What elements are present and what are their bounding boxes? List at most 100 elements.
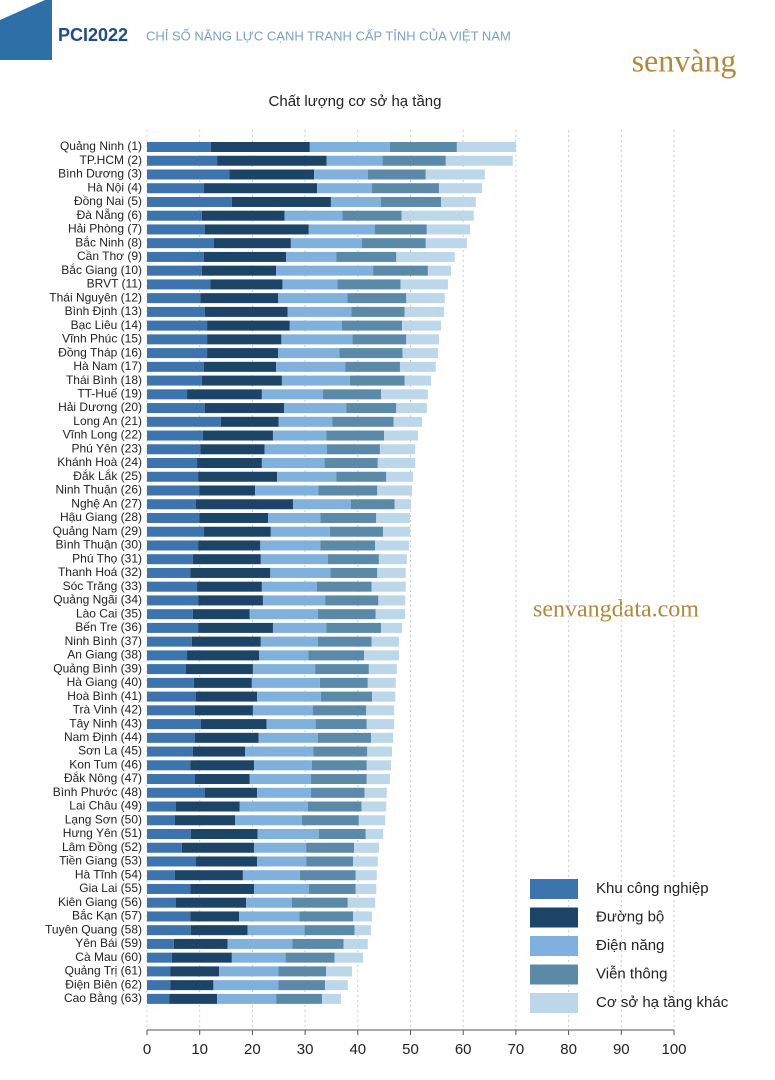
x-tick-label: 70 [508,1041,525,1058]
bar-segment [147,526,204,537]
bar-segment [147,815,175,826]
bar-segment [147,801,176,812]
bar-segment [192,554,261,565]
bar-segment [347,293,407,304]
bar-segment [375,540,409,551]
bar-segment [147,677,194,688]
bar-segment [219,966,279,977]
bar-segment [245,746,314,757]
bar-segment [249,609,318,620]
bar-segment [377,567,406,578]
bar-segment [317,183,373,194]
bar-segment [147,622,199,633]
bar-segment [190,925,248,936]
bar-segment [278,293,348,304]
bar-segment [308,224,375,235]
bar-segment [377,485,413,496]
bar-segment [203,526,271,537]
bar-segment [147,719,201,730]
y-tick-label: TP.HCM (2) [80,153,142,167]
bar-segment [330,567,378,578]
legend-label: Điện năng [596,937,664,954]
bar-segment [197,458,262,469]
bar-segment [284,210,343,221]
bar-segment [257,691,321,702]
bar-segment [425,169,485,180]
bar-segment [147,664,186,675]
bar-segment [290,238,363,249]
bar-segment [375,609,406,620]
bar-segment [210,142,310,152]
bar-segment [257,829,319,839]
bar-segment [200,719,267,730]
bar-segment [181,842,254,853]
bar-segment [307,801,362,812]
y-tick-label: Nghệ An (27) [71,496,142,510]
header-subtitle: CHỈ SỐ NĂNG LỰC CẠNH TRANH CẤP TỈNH CỦA … [146,28,511,43]
bar-segment [355,870,377,881]
bar-segment [174,870,243,881]
bar-segment [192,609,250,620]
bar-segment [213,980,279,991]
bar-segment [258,732,318,743]
bar-segment [374,224,427,235]
bar-segment [318,829,366,839]
bar-segment [325,980,348,991]
y-tick-label: Khánh Hoà (24) [57,455,142,469]
bar-segment [404,375,432,386]
bar-segment [292,938,344,949]
bar-segment [353,856,378,867]
bar-segment [401,210,474,221]
bar-segment [147,746,193,757]
y-tick-label: Bắc Kạn (57) [72,908,142,923]
bar-segment [147,444,201,455]
bar-segment [272,622,327,633]
bar-segment [402,320,442,331]
bar-segment [272,430,327,441]
legend-swatch [530,993,578,1013]
bar-segment [196,499,293,510]
bar-segment [171,952,232,963]
y-tick-label: Kiên Giang (56) [58,895,142,909]
bar-segment [270,526,330,537]
y-tick-label: Nam Định (44) [64,730,142,744]
bar-segment [384,430,418,441]
bar-segment [315,664,369,675]
bar-segment [251,677,320,688]
bar-segment [147,993,170,1004]
bar-segment [278,966,327,977]
bar-segment [253,883,309,894]
legend-swatch [530,907,578,928]
bar-segment [147,925,191,936]
bar-segment [325,595,379,606]
y-tick-label: Long An (21) [73,414,142,428]
bar-segment [289,320,342,331]
bar-segment [187,389,262,400]
bar-segment [332,416,394,427]
bar-segment [147,938,174,949]
bar-segment [247,925,305,936]
bar-segment [147,196,232,207]
bar-segment [191,636,261,647]
bar-segment [147,265,202,276]
bar-segment [366,719,395,730]
bar-segment [147,169,230,180]
bar-segment [175,801,240,812]
y-tick-label: Ninh Bình (37) [65,634,142,648]
bar-segment [217,993,277,1004]
bar-segment [198,471,278,482]
bar-segment [382,155,446,166]
bar-segment [326,966,353,977]
x-tick-label: 10 [191,1041,208,1058]
y-tick-label: Kon Tum (46) [69,757,142,771]
y-tick-label: Bến Tre (36) [75,620,142,634]
bar-segment [257,787,311,798]
y-tick-label: Tây Ninh (43) [69,716,142,730]
bar-segment [366,774,390,785]
bar-segment [261,581,317,592]
bar-segment [147,485,200,496]
bar-segment [326,430,385,441]
bar-segment [310,774,367,785]
bar-segment [198,622,273,633]
